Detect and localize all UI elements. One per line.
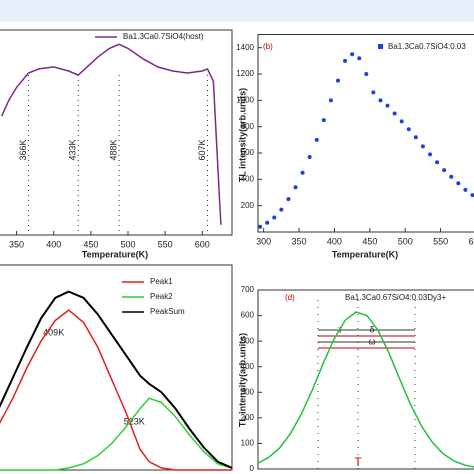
data-point xyxy=(392,111,397,116)
y-tick-label: 400 xyxy=(241,174,255,183)
x-tick-label: 300 xyxy=(256,236,271,246)
data-point xyxy=(364,72,369,76)
y-tick-label: 0 xyxy=(250,464,255,473)
y-tick-label: 700 xyxy=(241,285,255,294)
annotation: 366K xyxy=(18,139,28,160)
y-tick-label: 600 xyxy=(241,148,255,157)
legend-label: Peak1 xyxy=(150,277,173,286)
y-tick-label: 500 xyxy=(241,336,255,345)
panel-label: (b) xyxy=(263,42,273,51)
data-point xyxy=(293,185,298,190)
series-line xyxy=(257,311,474,468)
data-point xyxy=(456,181,461,186)
data-point xyxy=(420,144,425,149)
x-tick-label: 600 xyxy=(468,236,474,246)
annotation: T xyxy=(354,455,362,469)
series-line xyxy=(1,43,222,225)
x-tick-label: 400 xyxy=(327,236,342,246)
x-tick-label: 550 xyxy=(433,236,448,246)
annotation: 523K xyxy=(124,416,145,426)
panel-label: (d) xyxy=(285,293,295,302)
legend-swatch xyxy=(378,44,383,49)
annotation: 433K xyxy=(68,139,78,160)
x-axis-label: Temperature(K) xyxy=(82,249,148,259)
y-tick-label: 400 xyxy=(241,362,255,371)
data-point xyxy=(378,98,383,103)
legend-label: Ba1.3Ca0.7SiO4:0.03 xyxy=(388,42,466,51)
annotation: 488K xyxy=(108,139,118,160)
plot-frame xyxy=(0,264,233,471)
data-point xyxy=(321,118,326,123)
annotation: δ xyxy=(369,324,374,334)
annotation: 607K xyxy=(197,139,207,160)
x-tick-label: 350 xyxy=(292,236,307,246)
data-point xyxy=(385,103,390,108)
x-tick-label: 500 xyxy=(398,236,413,246)
data-point xyxy=(335,78,340,83)
series-line xyxy=(0,397,233,471)
y-tick-label: 1000 xyxy=(236,95,254,104)
plot-frame xyxy=(257,34,474,233)
y-tick-label: 200 xyxy=(241,201,255,210)
plot-frame xyxy=(0,29,233,236)
y-tick-label: 1400 xyxy=(236,43,254,52)
x-tick-label: 350 xyxy=(9,239,24,249)
data-point xyxy=(307,154,312,159)
data-point xyxy=(300,170,305,175)
legend-label: Ba1.3Ca0.67SiO4:0.03Dy3+ xyxy=(345,293,447,302)
y-tick-label: 300 xyxy=(241,387,255,396)
data-point xyxy=(406,127,411,132)
x-tick-label: 450 xyxy=(83,239,98,249)
data-point xyxy=(258,224,263,229)
data-point xyxy=(343,58,348,63)
x-tick-label: 600 xyxy=(195,239,210,249)
annotation: 409K xyxy=(43,327,64,337)
y-tick-label: 100 xyxy=(241,439,255,448)
series-line xyxy=(0,309,232,471)
data-point xyxy=(314,137,319,142)
plot-frame xyxy=(257,289,474,470)
x-axis-label: Temperature(K) xyxy=(332,249,398,259)
legend-label: Ba1.3Ca0.7SiO4(host) xyxy=(123,32,204,41)
data-point xyxy=(371,90,376,95)
data-point xyxy=(265,220,270,225)
data-point xyxy=(470,193,474,198)
data-point xyxy=(328,98,333,103)
data-point xyxy=(435,160,440,165)
x-tick-label: 500 xyxy=(120,239,135,249)
data-point xyxy=(279,207,284,212)
y-axis-label: TL intensity(arb.units) xyxy=(237,333,247,427)
data-point xyxy=(350,52,355,57)
panel-d-decor xyxy=(317,300,416,469)
header-band xyxy=(0,0,474,22)
x-tick-label: 550 xyxy=(158,239,173,249)
y-tick-label: 800 xyxy=(241,122,255,131)
series-line xyxy=(0,290,233,469)
annotation: ω xyxy=(368,336,375,346)
data-point xyxy=(449,174,454,179)
x-tick-label: 450 xyxy=(362,236,377,246)
data-point xyxy=(442,168,447,173)
data-point xyxy=(413,135,418,140)
data-point xyxy=(272,215,277,220)
data-point xyxy=(286,197,291,202)
y-tick-label: 600 xyxy=(241,311,255,320)
legend-label: Peak2 xyxy=(150,292,173,301)
x-tick-label: 400 xyxy=(46,239,61,249)
data-point xyxy=(427,152,432,157)
y-tick-label: 200 xyxy=(241,413,255,422)
data-point xyxy=(463,187,468,192)
y-axis-label: TL intensity(arb.units) xyxy=(237,88,247,182)
legend-label: PeakSum xyxy=(150,307,185,316)
data-point xyxy=(399,119,404,124)
y-tick-label: 1200 xyxy=(236,69,254,78)
data-point xyxy=(357,56,362,61)
